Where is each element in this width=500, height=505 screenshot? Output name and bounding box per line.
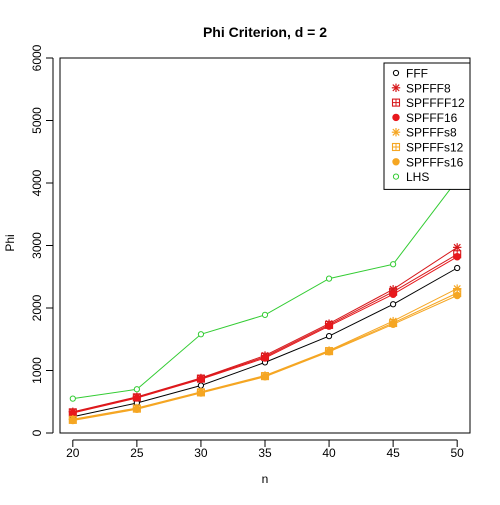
x-tick-label: 40 [322,446,336,460]
y-tick-label: 6000 [30,44,44,71]
legend-label: SPFFF8 [406,81,451,95]
data-point [261,373,269,381]
data-point [133,394,141,402]
data-point [391,142,401,152]
data-point [392,113,400,122]
x-tick-label: 50 [451,446,465,460]
x-axis-label: n [262,472,269,486]
legend-item: LHS [392,170,429,184]
plot-frame [59,57,471,434]
y-tick-label: 1000 [30,357,44,384]
x-tick-label: 35 [258,446,272,460]
legend-item: FFF [392,67,428,81]
data-point [391,98,401,107]
data-point [261,354,269,362]
data-point [391,83,401,92]
data-point [392,173,400,180]
legend-box [383,62,471,190]
legend-label: SPFFF16 [406,111,458,125]
data-point [392,69,400,77]
data-point [392,158,400,166]
y-tick-label: 0 [30,429,44,436]
legend-label: FFF [406,67,428,81]
legend-item: SPFFF16 [392,111,458,125]
series-layer [68,176,462,425]
series-line [72,246,458,413]
data-point [325,333,333,340]
x-tick-label: 30 [194,446,208,460]
series-spffff12 [68,250,462,417]
legend-item: SPFFFs16 [392,155,464,169]
legend-label: SPFFFs12 [406,141,464,155]
data-point [133,405,141,413]
data-point [454,264,461,272]
legend-label: SPFFFs16 [406,155,464,169]
data-point [452,243,462,252]
data-point [453,291,461,300]
data-point [390,261,397,268]
series-lhs [69,176,461,402]
legend-item: SPFFFs12 [391,141,464,155]
series-line [72,256,458,414]
legend-label: SPFFFF12 [406,96,465,110]
series-fff [69,264,461,420]
series-spfffs16 [69,291,461,425]
legend-item: SPFFF8 [391,81,451,95]
series-spfff8 [68,243,462,416]
data-point [453,253,461,261]
data-point [389,290,397,298]
data-point [197,331,205,338]
y-axis-label: Phi [3,234,17,251]
y-tick-label: 5000 [30,107,44,134]
legend-item: SPFFFF12 [391,96,465,110]
y-tick-label: 2000 [30,294,44,321]
data-point [69,395,76,402]
series-line [72,179,458,400]
x-tick-label: 45 [386,446,400,460]
data-point [261,311,269,318]
data-point [325,348,333,356]
series-line [72,253,458,413]
data-point [325,275,333,282]
legend-label: SPFFFs8 [406,126,457,140]
data-point [133,386,140,393]
series-spfff16 [69,253,461,417]
data-point [197,382,205,389]
data-point [197,389,205,397]
axes: 20 25 30 35 40 45 50 0 1000 2000 3000 4000 5000 6000 [30,44,471,460]
data-point [390,301,397,308]
y-tick-label: 3000 [30,232,44,259]
x-tick-label: 20 [66,446,80,460]
chart-title: Phi Criterion, d = 2 [203,24,327,40]
data-point [389,320,397,328]
data-point [69,416,77,425]
legend-item: SPFFFs8 [391,126,457,140]
legend: FFFSPFFF8SPFFFF12SPFFF16SPFFFs8SPFFFs12S… [383,62,471,190]
legend-label: LHS [406,170,429,184]
y-tick-label: 4000 [30,169,44,196]
data-point [197,375,205,383]
data-point [391,128,401,137]
x-tick-label: 25 [130,446,144,460]
data-point [325,322,333,330]
